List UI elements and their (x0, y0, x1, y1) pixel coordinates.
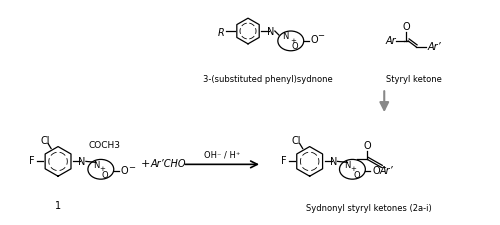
Text: Sydnonyl styryl ketones (2a-i): Sydnonyl styryl ketones (2a-i) (306, 204, 432, 213)
Text: N: N (330, 157, 337, 167)
Text: +: + (350, 166, 356, 172)
Text: O: O (310, 35, 318, 45)
Text: N: N (92, 161, 99, 170)
Text: +: + (290, 38, 296, 44)
Text: N: N (78, 157, 86, 167)
Text: −: − (128, 163, 134, 172)
Text: 1: 1 (55, 201, 61, 211)
Text: Ar’: Ar’ (428, 42, 442, 52)
Text: O: O (402, 22, 410, 32)
Text: O: O (120, 166, 128, 176)
Text: Cl: Cl (292, 136, 302, 146)
Text: O: O (364, 141, 371, 151)
Text: O: O (292, 42, 298, 51)
Text: −: − (318, 32, 324, 40)
Text: 3-(substituted phenyl)sydnone: 3-(substituted phenyl)sydnone (203, 75, 333, 84)
Text: N: N (344, 161, 350, 170)
Text: Ar: Ar (386, 36, 396, 46)
Text: Ar’CHO: Ar’CHO (150, 159, 186, 169)
Text: Styryl ketone: Styryl ketone (386, 75, 442, 84)
Text: +: + (141, 159, 150, 169)
Text: +: + (99, 166, 105, 172)
Text: F: F (281, 156, 286, 166)
Text: F: F (30, 156, 35, 166)
Text: O: O (353, 171, 360, 180)
Text: Ar’: Ar’ (380, 166, 393, 176)
Text: O: O (372, 166, 380, 176)
Text: OH⁻ / H⁺: OH⁻ / H⁺ (204, 151, 240, 160)
Text: R: R (218, 28, 224, 38)
Text: Cl: Cl (40, 136, 50, 146)
Text: COCH3: COCH3 (89, 141, 121, 150)
Text: N: N (282, 32, 289, 41)
Text: −: − (380, 163, 386, 172)
Text: O: O (102, 171, 108, 180)
Text: N: N (267, 27, 274, 37)
